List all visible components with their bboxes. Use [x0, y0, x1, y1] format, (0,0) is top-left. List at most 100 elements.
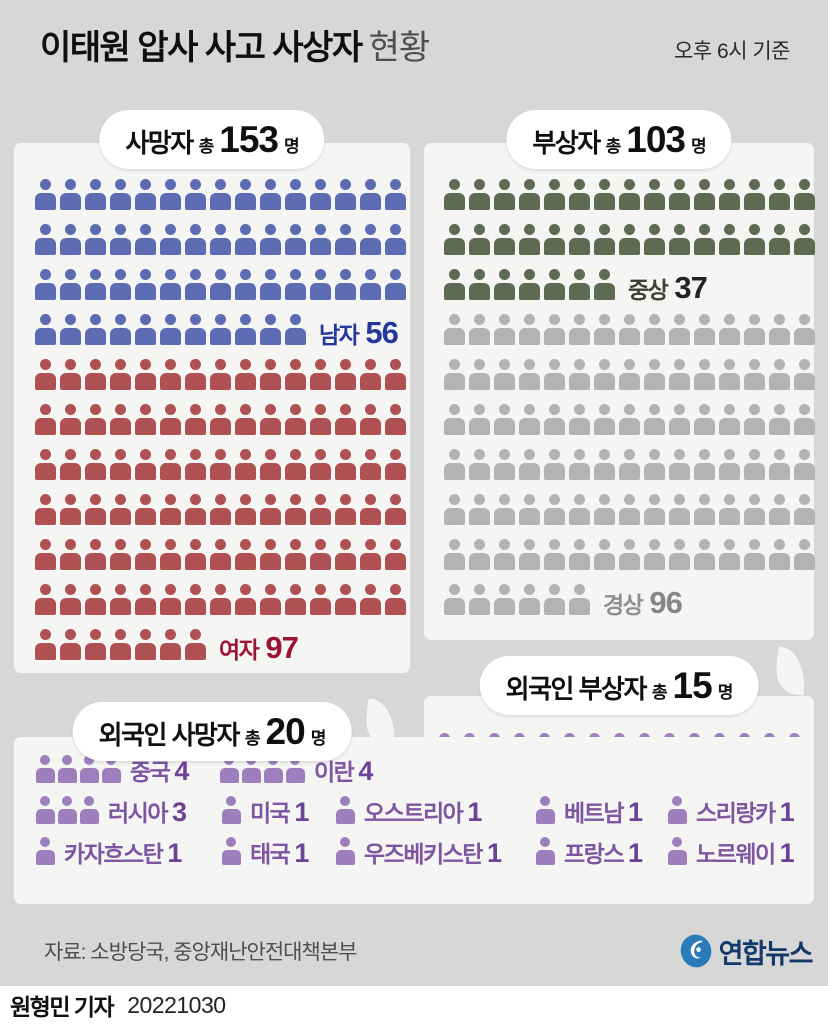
person-icon [185, 584, 206, 615]
credit-date: 20221030 [127, 991, 226, 1018]
person-icon [35, 224, 56, 255]
person-icon [60, 494, 81, 525]
person-icon [85, 539, 106, 570]
badge-suffix: 명 [310, 729, 327, 748]
person-icon [260, 584, 281, 615]
person-icon [719, 449, 740, 480]
foreign-deaths-row: 카자흐스탄 1 태국 1 우즈베키스탄 1 프랑스 1 노르웨이 1 [36, 837, 814, 868]
person-icon [80, 755, 99, 783]
person-icon [260, 359, 281, 390]
person-icon [110, 494, 131, 525]
person-icon [35, 449, 56, 480]
person-icon [619, 224, 640, 255]
person-icon [210, 179, 231, 210]
person-icon [444, 179, 465, 210]
country-group: 카자흐스탄 1 [36, 837, 222, 868]
person-icon [544, 584, 565, 615]
group-label: 카자흐스탄 1 [64, 838, 182, 868]
person-icon [619, 404, 640, 435]
person-icon [80, 796, 99, 824]
badge-suffix: 명 [691, 137, 707, 156]
person-icon [569, 584, 590, 615]
group-label: 중상 37 [628, 270, 708, 305]
person-icon [35, 359, 56, 390]
person-icon [210, 494, 231, 525]
person-icon [360, 449, 381, 480]
person-icon [536, 837, 555, 865]
person-icon [494, 494, 515, 525]
person-icon [544, 449, 565, 480]
person-icon [668, 796, 687, 824]
person-icon [519, 494, 540, 525]
page-title: 이태원 압사 사고 사상자 현황 [40, 28, 430, 69]
person-icon [185, 269, 206, 300]
person-icon [385, 539, 406, 570]
group-label: 베트남 1 [564, 797, 643, 827]
person-icon [360, 269, 381, 300]
person-icon [185, 179, 206, 210]
person-icon [85, 179, 106, 210]
person-icon [135, 404, 156, 435]
person-icon [160, 629, 181, 660]
person-icon [669, 359, 690, 390]
person-icon [644, 179, 665, 210]
person-icon [60, 314, 81, 345]
person-icon [469, 404, 490, 435]
group-label: 러시아 3 [108, 797, 187, 827]
person-icon [619, 179, 640, 210]
person-icon [769, 314, 790, 345]
person-icon [594, 359, 615, 390]
badge-label: 부상자 [532, 128, 601, 158]
person-icon [260, 449, 281, 480]
group-label: 경상 96 [603, 585, 683, 620]
person-icon [719, 179, 740, 210]
person-icon [694, 404, 715, 435]
person-icon [794, 494, 815, 525]
person-icon [185, 359, 206, 390]
person-icon [110, 359, 131, 390]
person-icon [310, 269, 331, 300]
person-icon [719, 539, 740, 570]
person-icon [744, 494, 765, 525]
person-icon [385, 224, 406, 255]
person-icon [235, 584, 256, 615]
person-icon [160, 179, 181, 210]
badge-total: 103 [626, 119, 686, 160]
badge-total: 153 [219, 119, 279, 160]
person-icon [310, 359, 331, 390]
person-icon [360, 404, 381, 435]
person-icon [160, 314, 181, 345]
person-icon [569, 314, 590, 345]
person-icon [60, 359, 81, 390]
injured-total-badge: 부상자 총 103 명 [506, 110, 732, 169]
person-icon [494, 584, 515, 615]
person-icon [360, 179, 381, 210]
person-icon [794, 359, 815, 390]
person-icon [335, 224, 356, 255]
person-icon [60, 539, 81, 570]
person-icon [519, 359, 540, 390]
person-icon [35, 539, 56, 570]
badge-total: 20 [265, 711, 306, 752]
person-icon [469, 359, 490, 390]
person-icon [135, 449, 156, 480]
person-icon [469, 314, 490, 345]
person-icon [494, 224, 515, 255]
person-icon [494, 539, 515, 570]
person-icon [310, 224, 331, 255]
country-group: 미국 1 [222, 796, 336, 826]
person-icon [694, 224, 715, 255]
person-icon [58, 796, 77, 824]
person-icon [669, 179, 690, 210]
person-icon [519, 449, 540, 480]
person-icon [569, 404, 590, 435]
person-icon [285, 314, 306, 345]
person-icon [444, 314, 465, 345]
footer: 자료: 소방당국, 중앙재난안전대책본부 연합뉴스 [44, 926, 814, 976]
person-icon [519, 404, 540, 435]
person-icon [644, 359, 665, 390]
person-icon [769, 449, 790, 480]
person-icon [260, 404, 281, 435]
person-icon [544, 269, 565, 300]
badge-prefix: 총 [244, 729, 261, 748]
